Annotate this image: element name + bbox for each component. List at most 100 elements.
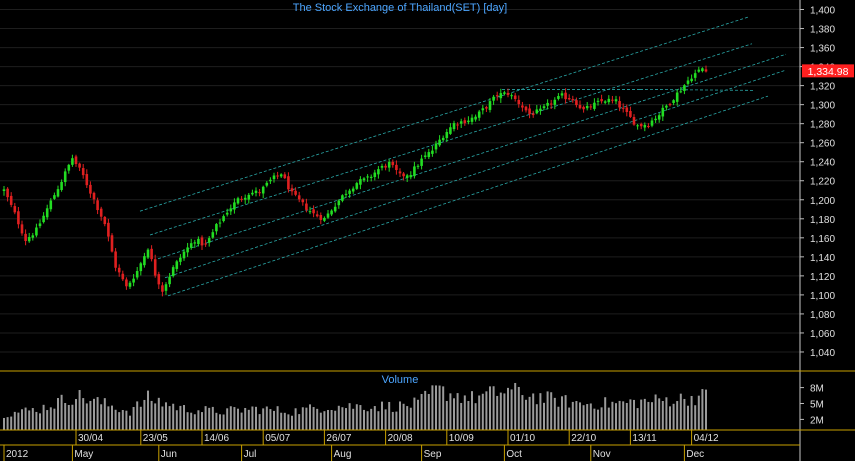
candle-body	[654, 118, 657, 121]
candle-body	[197, 238, 200, 245]
month-tick-label: Oct	[506, 449, 522, 460]
price-candles	[2, 65, 708, 297]
volume-bar	[341, 407, 344, 430]
candle-body	[78, 163, 81, 168]
candle-body	[603, 101, 607, 103]
candle-body	[13, 206, 17, 213]
volume-bar	[427, 393, 430, 430]
candle-body	[416, 165, 420, 167]
volume-bar	[262, 408, 265, 430]
volume-bar	[64, 403, 67, 430]
volume-tick-label: 2M	[810, 415, 824, 426]
volume-bar	[345, 408, 347, 430]
candle-body	[103, 216, 107, 225]
candle-body	[351, 188, 355, 192]
volume-bar	[6, 417, 9, 430]
date-tick-label: 04/12	[694, 433, 719, 444]
volume-bar	[492, 386, 495, 430]
volume-bar	[442, 386, 445, 430]
candle-body	[150, 248, 153, 260]
volume-bar	[355, 404, 358, 430]
candle-body	[31, 235, 35, 238]
volume-bar	[679, 393, 682, 430]
volume-bar	[359, 405, 362, 430]
volume-bar	[528, 396, 531, 430]
volume-bar	[323, 411, 326, 430]
candle-body	[557, 96, 560, 99]
month-tick-label: Dec	[686, 449, 704, 460]
candle-body	[668, 104, 672, 106]
volume-bar	[633, 399, 635, 430]
volume-bar	[507, 387, 509, 430]
volume-bar	[118, 412, 121, 430]
volume-bar	[478, 395, 481, 430]
volume-bar	[334, 410, 337, 430]
volume-bar	[384, 409, 387, 430]
volume-bar	[503, 393, 506, 430]
candle-body	[456, 124, 459, 126]
volume-bar	[593, 408, 596, 430]
volume-bar	[136, 401, 139, 430]
candle-body	[575, 100, 578, 106]
volume-bar	[604, 397, 607, 430]
candle-body	[17, 211, 20, 225]
volume-bar	[67, 404, 70, 430]
candle-body	[452, 123, 456, 130]
price-gridlines	[0, 9, 800, 353]
candle-body	[531, 113, 535, 116]
candle-body	[510, 95, 513, 97]
volume-bar	[71, 404, 74, 430]
volume-bar	[683, 398, 686, 430]
candle-body	[625, 107, 629, 113]
volume-bar	[35, 411, 38, 430]
volume-bar	[82, 398, 85, 430]
candle-body	[27, 237, 31, 242]
volume-bar	[582, 405, 585, 430]
volume-bar	[445, 400, 448, 430]
candle-body	[6, 188, 9, 198]
volume-bar	[316, 408, 319, 430]
volume-bar	[561, 396, 563, 430]
volume-bar	[651, 402, 653, 430]
candle-body	[481, 108, 485, 111]
candle-body	[578, 104, 582, 109]
volume-bar	[690, 395, 693, 430]
volume-bar	[103, 398, 106, 430]
volume-bar	[309, 404, 311, 430]
candle-body	[506, 92, 510, 95]
volume-bar	[211, 406, 214, 430]
candle-body	[42, 215, 45, 223]
volume-bar	[571, 401, 574, 430]
candle-body	[236, 198, 240, 204]
date-tick-label: 10/09	[449, 433, 474, 444]
candle-body	[96, 200, 99, 211]
candle-body	[585, 105, 589, 109]
candle-body	[290, 188, 294, 192]
channel-line	[157, 53, 787, 260]
volume-bar	[456, 393, 459, 430]
volume-bar	[237, 408, 239, 430]
candle-body	[629, 111, 632, 117]
candle-body	[312, 209, 315, 214]
volume-bar	[438, 385, 441, 430]
volume-bar	[435, 385, 437, 430]
volume-bar	[186, 412, 189, 430]
volume-bar	[535, 404, 538, 430]
volume-bar	[255, 406, 257, 430]
candle-body	[49, 200, 53, 210]
price-tick-label: 1,240	[810, 158, 835, 169]
candle-body	[143, 256, 146, 266]
volume-bar	[377, 411, 380, 430]
volume-bar	[17, 412, 20, 430]
volume-bar	[305, 407, 308, 430]
candle-body	[135, 271, 139, 278]
volume-bar	[13, 411, 16, 430]
candle-body	[672, 100, 675, 104]
candle-body	[380, 165, 384, 168]
volume-bar	[676, 401, 679, 430]
volume-bar	[532, 393, 535, 430]
volume-bar	[525, 399, 527, 430]
volume-bar	[575, 401, 578, 430]
volume-bar	[251, 406, 254, 430]
candle-body	[24, 233, 27, 241]
